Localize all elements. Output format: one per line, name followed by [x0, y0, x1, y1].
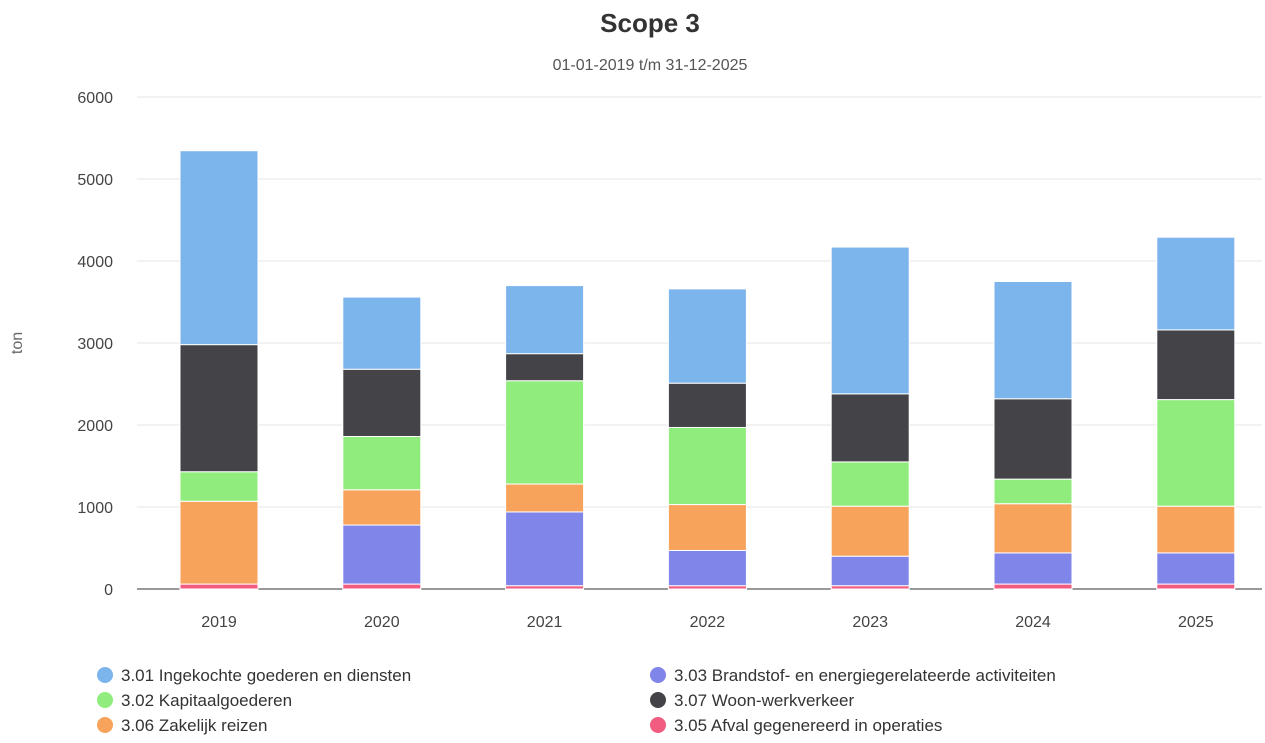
bar-segment	[179, 583, 259, 590]
bar-segment	[342, 368, 422, 437]
legend-label: 3.02 Kapitaalgoederen	[121, 691, 292, 710]
bar-segment	[830, 505, 910, 557]
chart-title: Scope 3	[600, 8, 700, 38]
bar-segment	[1156, 583, 1236, 590]
bar-segment	[179, 471, 259, 502]
bar-segment	[342, 583, 422, 590]
x-tick-label: 2020	[364, 614, 400, 631]
legend-marker	[650, 692, 666, 708]
bar-segment	[830, 555, 910, 587]
bar-segment	[505, 353, 585, 382]
chart-subtitle: 01-01-2019 t/m 31-12-2025	[553, 57, 748, 74]
y-tick-label: 4000	[77, 254, 113, 271]
bar-segment	[1156, 329, 1236, 401]
legend-label: 3.06 Zakelijk reizen	[121, 716, 267, 735]
bar-segment	[667, 382, 747, 428]
bar-segment	[667, 288, 747, 384]
legend-marker	[97, 667, 113, 683]
bar-segment	[993, 281, 1073, 400]
legend-label: 3.03 Brandstof- en energiegerelateerde a…	[674, 666, 1056, 685]
bar-segment	[342, 435, 422, 491]
bar-segment	[667, 549, 747, 587]
y-tick-label: 1000	[77, 500, 113, 517]
x-tick-label: 2023	[852, 614, 888, 631]
y-tick-label: 6000	[77, 90, 113, 107]
x-tick-label: 2019	[201, 614, 237, 631]
legend-marker	[97, 717, 113, 733]
bar-segment	[993, 478, 1073, 505]
bar-segment	[342, 489, 422, 526]
bar-segment	[505, 285, 585, 355]
legend-label: 3.01 Ingekochte goederen en diensten	[121, 666, 411, 685]
y-tick-label: 5000	[77, 172, 113, 189]
legend-label: 3.07 Woon-werkverkeer	[674, 691, 854, 710]
bar-segment	[667, 504, 747, 551]
legend-marker	[97, 692, 113, 708]
bar-segment	[993, 552, 1073, 585]
bar-segment	[667, 426, 747, 506]
legend-marker	[650, 717, 666, 733]
bar-segment	[830, 393, 910, 463]
y-axis-label: ton	[9, 332, 26, 354]
x-tick-label: 2022	[690, 614, 726, 631]
x-tick-label: 2024	[1015, 614, 1051, 631]
y-tick-label: 2000	[77, 418, 113, 435]
bar-segment	[179, 344, 259, 473]
bar-segment	[1156, 399, 1236, 507]
x-tick-label: 2025	[1178, 614, 1214, 631]
bar-segment	[993, 503, 1073, 554]
bar-segment	[1156, 552, 1236, 585]
bar-segment	[830, 246, 910, 395]
bar-segment	[342, 524, 422, 585]
bar-segment	[342, 296, 422, 370]
bar-segment	[505, 511, 585, 587]
bar-segment	[830, 461, 910, 507]
bar-segment	[1156, 505, 1236, 554]
x-tick-label: 2021	[527, 614, 563, 631]
bar-segment	[505, 380, 585, 485]
legend-marker	[650, 667, 666, 683]
y-tick-label: 0	[104, 582, 113, 599]
bar-segment	[1156, 236, 1236, 331]
bar-segment	[993, 583, 1073, 590]
legend-label: 3.05 Afval gegenereerd in operaties	[674, 716, 942, 735]
bar-segment	[179, 150, 259, 346]
bar-segment	[993, 398, 1073, 480]
bar-segment	[179, 500, 259, 585]
y-tick-label: 3000	[77, 336, 113, 353]
bar-segment	[505, 483, 585, 513]
